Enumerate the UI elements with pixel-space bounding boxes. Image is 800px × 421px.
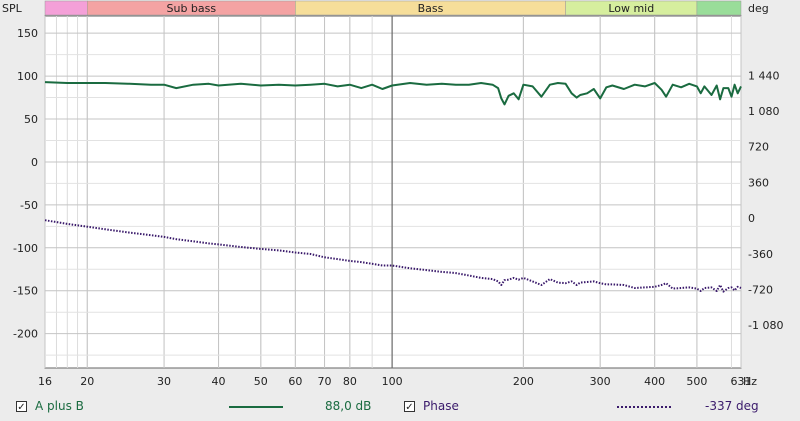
- x-tick-label: 60: [288, 375, 302, 388]
- phase-visibility-checkbox[interactable]: ✓: [404, 400, 415, 413]
- left-y-tick-label: 0: [31, 156, 38, 169]
- band-segment-0: [44, 0, 88, 16]
- band-segment-4: [696, 0, 742, 16]
- right-y-tick-label: 1 440: [748, 69, 780, 82]
- x-tick-label: 20: [80, 375, 94, 388]
- series: [44, 81, 742, 293]
- frequency-bands: Sub bass Bass Low mid: [44, 0, 742, 16]
- right-y-tick-label: -1 080: [748, 319, 783, 332]
- x-tick-label: 100: [382, 375, 403, 388]
- x-tick-label: 500: [686, 375, 707, 388]
- x-tick-label: 80: [343, 375, 357, 388]
- x-tick-label: 30: [157, 375, 171, 388]
- x-tick-label: 16: [38, 375, 52, 388]
- left-y-tick-label: -150: [13, 285, 38, 298]
- grid: [44, 16, 742, 368]
- legend-phase: ✓ Phase: [404, 396, 459, 416]
- band-label-low-mid: Low mid: [608, 2, 654, 15]
- x-tick-label: 200: [513, 375, 534, 388]
- left-y-tick-label: 50: [24, 113, 38, 126]
- x-tick-label: 631: [731, 375, 752, 388]
- spl-value-container: 88,0 dB: [325, 396, 371, 416]
- phase-value-container: -337 deg: [705, 396, 759, 416]
- right-y-tick-label: 1 080: [748, 105, 780, 118]
- right-y-tick-label: -360: [748, 248, 773, 261]
- right-axis-title: deg: [748, 2, 769, 15]
- left-y-tick-label: -100: [13, 242, 38, 255]
- x-tick-label: 40: [212, 375, 226, 388]
- right-y-tick-label: 360: [748, 176, 769, 189]
- band-label-sub-bass: Sub bass: [166, 2, 216, 15]
- x-tick-label: 50: [254, 375, 268, 388]
- spl-visibility-checkbox[interactable]: ✓: [16, 400, 27, 413]
- spl-legend-label: A plus B: [35, 399, 84, 413]
- band-label-bass: Bass: [418, 2, 444, 15]
- axis-ticks: 16 20 30 40 50 60 70 80 100 200 300 400 500 631150100…: [13, 27, 783, 388]
- plot-area[interactable]: [44, 15, 742, 369]
- series-line-phase: [44, 219, 742, 293]
- phase-legend-value: -337 deg: [705, 399, 759, 413]
- left-y-tick-label: -50: [20, 199, 38, 212]
- phase-legend-swatch: [617, 406, 671, 408]
- right-y-tick-label: 0: [748, 212, 755, 225]
- x-axis-unit: Hz: [743, 375, 757, 388]
- left-y-tick-label: 100: [17, 70, 38, 83]
- series-line-a-plus-b: [44, 81, 742, 106]
- left-y-tick-label: 150: [17, 27, 38, 40]
- phase-legend-label: Phase: [423, 399, 459, 413]
- right-y-tick-label: -720: [748, 283, 773, 296]
- left-y-tick-label: -200: [13, 328, 38, 341]
- x-tick-label: 300: [590, 375, 611, 388]
- x-tick-label: 70: [318, 375, 332, 388]
- spl-legend-value: 88,0 dB: [325, 399, 372, 413]
- x-tick-label: 400: [644, 375, 665, 388]
- spl-legend-swatch: [229, 406, 283, 408]
- right-y-tick-label: 720: [748, 141, 769, 154]
- legend-spl: ✓ A plus B: [16, 396, 84, 416]
- left-axis-title: SPL: [2, 2, 23, 15]
